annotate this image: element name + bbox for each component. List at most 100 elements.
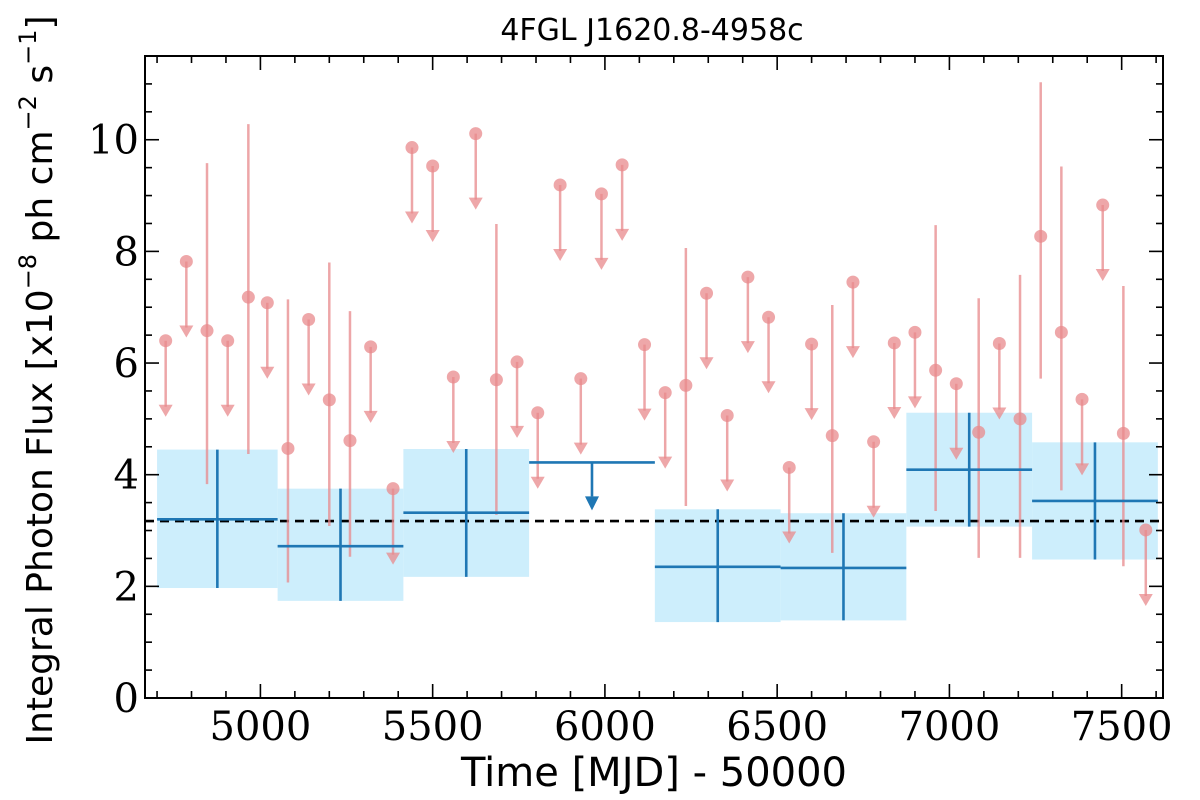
upper-limit-arrow-head [658, 456, 673, 469]
upper-limit-marker [531, 406, 545, 420]
y-axis-label-part3: s [20, 65, 61, 95]
upper-limit-marker [1139, 523, 1153, 537]
upper-limit-marker [615, 158, 629, 172]
x-tick-label: 5500 [382, 704, 484, 750]
axes: 5000 5500 6000 6500 7000 7500 0 2 4 6 8 10 [88, 56, 1173, 750]
y-tick-label: 0 [114, 676, 139, 722]
upper-limit-arrow-head [301, 383, 316, 396]
upper-limit-arrow-head [1138, 593, 1153, 606]
upper-limit-arrow-head [637, 408, 652, 421]
short-bin-point [1116, 426, 1130, 440]
upper-limit-arrow-head [907, 396, 922, 409]
upper-limit-arrow-head [260, 366, 275, 379]
y-axis-label: Integral Photon Flux [x10−8 ph cm−2 s−1] [14, 15, 61, 744]
short-bin-point [1054, 325, 1068, 339]
short-bin-point [343, 434, 357, 448]
upper-limit-marker [221, 334, 235, 348]
short-bin-point [972, 425, 986, 439]
upper-limit-marker [159, 334, 173, 348]
upper-limit-marker [908, 325, 922, 339]
upper-limit-marker [179, 254, 193, 268]
upper-limit-marker [364, 340, 378, 354]
upper-limit-marker [1096, 198, 1110, 212]
upper-limit-arrow-head [179, 325, 194, 338]
upper-limit-marker [574, 372, 588, 386]
upper-limit-marker [805, 337, 819, 351]
upper-limit-arrow-head [740, 341, 755, 354]
chart-title: 4FGL J1620.8-4958c [500, 13, 803, 48]
short-bin-point [241, 290, 255, 304]
upper-limit-marker [887, 336, 901, 350]
upper-limit-marker [553, 178, 567, 192]
y-axis-label-exp1: −8 [14, 254, 42, 289]
upper-limit-arrow-head [782, 531, 797, 544]
upper-limit-arrow-head [363, 410, 378, 423]
upper-limit-arrow-head [425, 229, 440, 242]
y-axis-label-exp2: −2 [14, 95, 42, 130]
upper-limit-arrow-head [1095, 269, 1110, 282]
short-bin-point [200, 324, 214, 338]
upper-limit-arrow-head [404, 211, 419, 224]
short-bin-point [1013, 412, 1027, 426]
upper-limit-arrow-head [510, 425, 525, 438]
x-tick-label: 5000 [210, 704, 312, 750]
y-tick-label: 8 [114, 229, 139, 275]
upper-limit-arrow-head [594, 257, 609, 270]
upper-limit-arrow-head [446, 441, 461, 453]
upper-limit-arrow-head [949, 447, 964, 460]
upper-limit-marker [720, 409, 734, 423]
upper-limit-marker [741, 270, 755, 284]
y-tick-label: 10 [88, 118, 139, 164]
plot-area [145, 82, 1163, 623]
upper-limit-marker [260, 296, 274, 310]
upper-limit-marker [700, 286, 714, 300]
x-tick-label: 6500 [726, 704, 828, 750]
upper-limit-arrow-head [530, 476, 545, 489]
upper-limit-arrow-head [699, 357, 714, 370]
upper-limit-arrow-head [468, 197, 483, 210]
short-bin-point [929, 363, 943, 377]
upper-limit-arrow-head [804, 408, 819, 421]
long-bin-upper-limit-head [584, 496, 599, 511]
upper-limit-arrow-head [1075, 463, 1090, 476]
y-axis-label-part2: ph cm [20, 130, 61, 253]
y-tick-label: 6 [114, 341, 139, 387]
short-bin-point [281, 441, 295, 455]
upper-limit-marker [762, 310, 776, 324]
upper-limit-arrow-head [386, 552, 401, 565]
short-bin-point [489, 373, 503, 387]
y-tick-label: 4 [114, 453, 139, 499]
short-bin-point [322, 393, 336, 407]
x-tick-label: 7000 [899, 704, 1001, 750]
upper-limit-marker [469, 127, 483, 141]
upper-limit-arrow-head [845, 346, 860, 359]
upper-limit-arrow-head [720, 479, 735, 492]
upper-limit-marker [638, 338, 652, 352]
upper-limit-arrow-head [761, 381, 776, 394]
upper-limit-marker [867, 435, 881, 449]
upper-limit-arrow-head [573, 442, 588, 455]
upper-limit-marker [949, 377, 963, 391]
upper-limit-marker [405, 141, 419, 155]
upper-limit-arrow-head [615, 228, 630, 241]
plot-frame [144, 55, 1164, 699]
upper-limit-arrow-head [553, 248, 568, 261]
upper-limit-marker [782, 460, 796, 474]
short-bin-point [1034, 229, 1048, 243]
upper-limit-arrow-head [866, 505, 881, 518]
upper-limit-arrow-head [220, 404, 235, 417]
short-bin-point [825, 429, 839, 443]
y-axis-label-part1: Integral Photon Flux [x10 [20, 289, 61, 744]
short-bin-point [679, 378, 693, 392]
upper-limit-marker [446, 370, 460, 384]
y-axis-label-exp3: −1 [14, 30, 42, 65]
upper-limit-arrow-head [887, 406, 902, 419]
y-tick-label: 2 [114, 564, 139, 610]
upper-limit-arrow-head [158, 404, 173, 417]
upper-limit-marker [846, 275, 860, 289]
x-axis-label: Time [MJD] - 50000 [460, 750, 847, 796]
upper-limit-marker [426, 159, 440, 173]
upper-limit-marker [594, 187, 608, 201]
upper-limit-marker [658, 386, 672, 400]
